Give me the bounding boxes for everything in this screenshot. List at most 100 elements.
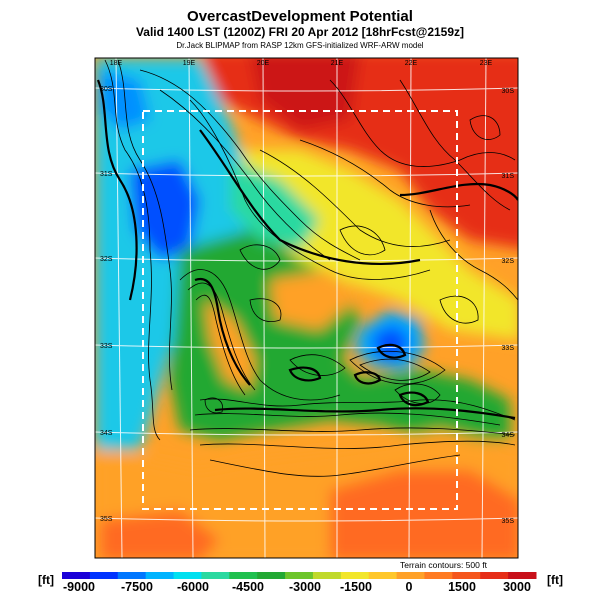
longitude-line — [188, 58, 194, 558]
colorbar-swatch — [480, 572, 509, 579]
top-lon-label: 21E — [331, 60, 344, 67]
grid-labels: 18E 19E 20E 21E 22E 23E 18E 19E 20E 21E 30S 31S 32S 3… — [100, 60, 515, 570]
bottom-lon-label: 18E — [119, 563, 132, 570]
terrain-contour — [289, 354, 346, 376]
top-lon-label: 20E — [257, 60, 270, 67]
very-low-overcast-west — [130, 160, 200, 260]
colorbar-swatch — [173, 572, 202, 579]
terrain-contour — [429, 209, 518, 301]
terrain-contour-thick — [353, 371, 382, 385]
colorbar-unit-left: [ft] — [38, 573, 54, 587]
bottom-lon-label: 19E — [190, 563, 203, 570]
green-trough-north — [230, 160, 320, 250]
southern-red-2 — [100, 510, 220, 558]
terrain-contour — [239, 244, 281, 270]
longitude-line — [408, 58, 412, 558]
terrain-contour — [117, 59, 173, 391]
right-lat-label: 33S — [502, 345, 515, 352]
longitude-line — [262, 58, 266, 558]
colorbar-tick-label: -4500 — [232, 580, 264, 594]
colorbar-swatch — [340, 572, 370, 579]
longitude-line — [115, 58, 123, 558]
colorbar-tick-label: 1500 — [448, 580, 476, 594]
terrain-contour-thick — [214, 407, 516, 420]
green-trough — [170, 230, 510, 440]
right-lat-label: 31S — [502, 173, 515, 180]
latitude-line — [95, 87, 518, 92]
colorbar-tick-label: -1500 — [340, 580, 372, 594]
terrain-contour — [209, 454, 461, 477]
terrain-contour — [204, 397, 223, 414]
colorbar-swatch — [229, 572, 258, 579]
terrain-contour-thick — [96, 79, 138, 301]
colorbar-tick-label: -3000 — [289, 580, 321, 594]
left-lat-label: 34S — [100, 430, 113, 437]
colorbar-swatch — [396, 572, 425, 579]
top-lon-label: 18E — [110, 60, 123, 67]
terrain-contour — [179, 269, 341, 401]
left-lat-label: 33S — [100, 343, 113, 350]
terrain-contour-thick — [399, 182, 518, 201]
terrain-contour-thick — [194, 277, 251, 386]
colorbar-ticks: -9000 -7500 -6000 -4500 -3000 -1500 0 1500 3000 — [63, 580, 531, 594]
terrain-contour — [339, 225, 386, 256]
colorbar-tick-label: -6000 — [177, 580, 209, 594]
terrain-contour — [139, 69, 361, 261]
colorbar-swatch — [117, 572, 147, 579]
top-lon-label: 19E — [183, 60, 196, 67]
terrain-contour — [299, 139, 471, 208]
colorbar-swatch — [145, 572, 175, 579]
colorbar-tick-label: 0 — [406, 580, 413, 594]
terrain-contour — [104, 59, 161, 441]
source-line: Dr.Jack BLIPMAP from RASP 12km GFS-initi… — [176, 41, 424, 50]
terrain-note: Terrain contours: 500 ft — [400, 560, 488, 570]
orange-pocket-2 — [270, 270, 355, 330]
terrain-contour — [199, 398, 516, 421]
terrain-contour-thick — [398, 391, 430, 407]
colorbar-swatch — [201, 572, 230, 579]
colorbar-tick-label: -9000 — [63, 580, 95, 594]
terrain-contour — [249, 298, 282, 322]
terrain-contour — [189, 427, 516, 436]
latitude-line — [95, 431, 518, 436]
colorbar — [62, 572, 537, 579]
map-border — [94, 57, 519, 559]
colorbar-swatch — [285, 572, 314, 579]
colorbar-tick-label: 3000 — [503, 580, 531, 594]
terrain-contour — [259, 149, 451, 247]
colorbar-swatch — [89, 572, 119, 579]
latitude-line — [95, 172, 518, 177]
map-title: OvercastDevelopment Potential — [187, 8, 413, 25]
terrain-contours-thick — [96, 79, 518, 420]
terrain-contour — [469, 115, 501, 140]
colorbar-swatch — [508, 572, 537, 579]
bottom-lon-label: 21E — [332, 563, 345, 570]
top-lon-label: 22E — [405, 60, 418, 67]
field-patches — [95, 58, 518, 558]
terrain-contour — [329, 79, 516, 167]
right-lat-label: 32S — [502, 258, 515, 265]
colorbar-swatch — [62, 572, 91, 579]
colorbar-unit-right: [ft] — [547, 573, 563, 587]
right-lat-label: 30S — [502, 88, 515, 95]
terrain-contour — [394, 383, 441, 404]
left-lat-label: 35S — [100, 516, 113, 523]
colorbar-swatch — [312, 572, 342, 579]
terrain-contour — [399, 79, 511, 211]
terrain-contour-thick — [376, 343, 407, 359]
terrain-contour — [187, 282, 256, 391]
moderate-overcast-band — [230, 150, 518, 340]
colorbar-tick-label: -7500 — [121, 580, 153, 594]
terrain-contour — [195, 294, 246, 396]
southern-red — [330, 470, 518, 558]
terrain-contour — [159, 89, 331, 261]
inner-domain-box — [142, 110, 458, 510]
colorbar-swatch — [452, 572, 481, 579]
overcast-field: 18E 19E 20E 21E 22E 23E 18E 19E 20E 21E 30S 31S 32S 3… — [95, 58, 518, 570]
lat-lon-grid — [95, 58, 518, 558]
terrain-contour — [359, 358, 431, 381]
left-lat-label: 30S — [100, 86, 113, 93]
terrain-contours — [104, 59, 518, 477]
terrain-contour-thick — [288, 366, 322, 382]
left-lat-label: 32S — [100, 256, 113, 263]
